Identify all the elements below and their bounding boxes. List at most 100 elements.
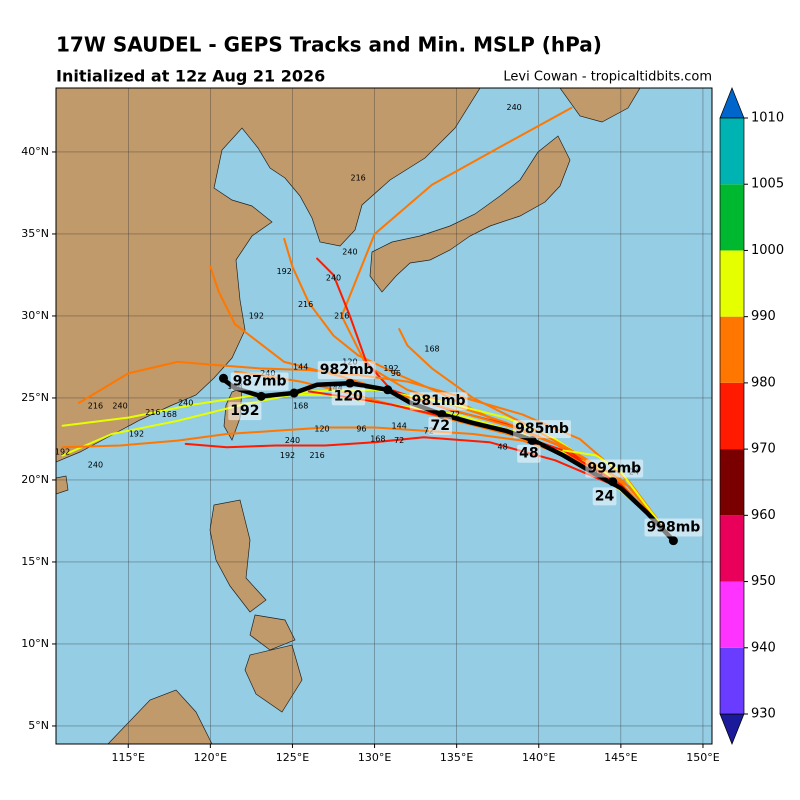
x-tick-label: 145°E xyxy=(604,751,637,764)
colorbar-under xyxy=(719,713,745,745)
colorbar-label: 970 xyxy=(751,442,776,457)
y-tick-label: 30°N xyxy=(21,309,49,322)
colorbar-bin xyxy=(720,316,744,383)
hour-label: 120 xyxy=(314,425,329,434)
x-tick-label: 115°E xyxy=(112,751,145,764)
annotation-box xyxy=(517,444,541,463)
hour-label: 168 xyxy=(424,344,439,353)
colorbar-label: 1010 xyxy=(751,111,784,126)
hour-label: 216 xyxy=(350,174,365,183)
hour-label: 144 xyxy=(293,362,308,371)
ensemble-track xyxy=(61,426,675,542)
hour-label: 240 xyxy=(506,103,521,112)
hour-label: 240 xyxy=(88,461,103,470)
mean-point xyxy=(608,477,618,487)
colorbar-label: 1005 xyxy=(751,177,784,192)
annotation: 992mb xyxy=(587,460,641,476)
mean-point xyxy=(345,378,355,388)
colorbar-label: 950 xyxy=(751,574,776,589)
annotation-box xyxy=(592,487,617,506)
y-tick-label: 5°N xyxy=(28,719,49,732)
hour-label: 240 xyxy=(39,434,54,443)
annotation: 982mb xyxy=(320,362,374,378)
annotation: 72 xyxy=(430,418,449,434)
chart-title: 17W SAUDEL - GEPS Tracks and Min. MSLP (… xyxy=(56,33,602,57)
annotation: 24 xyxy=(595,488,615,504)
labels: 2424484872727296961201201441441441681681… xyxy=(39,103,703,537)
hour-label: 216 xyxy=(88,402,103,411)
hour-label: 192 xyxy=(383,364,398,373)
annotation: 120 xyxy=(334,388,363,404)
colorbar-label: 940 xyxy=(751,640,776,655)
hour-label: 240 xyxy=(342,248,357,257)
x-tick-label: 120°E xyxy=(194,751,227,764)
annotation-box xyxy=(409,392,468,411)
colorbar-label: 990 xyxy=(751,309,776,324)
colorbar-bin xyxy=(720,515,744,582)
hour-label: 144 xyxy=(392,421,407,430)
colorbar-bin xyxy=(720,581,744,648)
hour-label: 216 xyxy=(145,408,160,417)
colorbar-label: 930 xyxy=(751,707,776,722)
hainan xyxy=(56,475,69,495)
mean-point xyxy=(437,409,447,419)
annotation-box xyxy=(317,361,376,380)
visayas xyxy=(249,614,296,651)
borneo xyxy=(107,689,213,744)
hour-label: 216 xyxy=(298,300,313,309)
annotation: 981mb xyxy=(412,393,466,409)
annotation-box xyxy=(585,459,644,478)
colorbar-bin xyxy=(720,118,744,185)
colorbar-bin xyxy=(720,184,744,251)
mean-point xyxy=(527,436,537,446)
mainland xyxy=(56,88,481,463)
hour-label: 192 xyxy=(280,451,295,460)
hour-label: 240 xyxy=(326,274,341,283)
annotation-box xyxy=(644,518,703,537)
hour-label: 168 xyxy=(370,434,385,443)
x-tick-label: 135°E xyxy=(440,751,473,764)
y-tick-label: 15°N xyxy=(21,555,49,568)
annotation-box xyxy=(228,402,262,421)
hour-label: 192 xyxy=(129,430,144,439)
japan xyxy=(369,135,571,293)
hour-label: 240 xyxy=(178,398,193,407)
mindanao xyxy=(244,644,303,713)
axes: 115°E 120°E 125°E 130°E 135°E 140°E 145°E 150°E… xyxy=(21,145,719,764)
hour-label: 216 xyxy=(334,311,349,320)
grid xyxy=(56,88,712,744)
annotation-box xyxy=(230,372,289,391)
hour-label: 192 xyxy=(55,448,70,457)
y-tick-label: 35°N xyxy=(21,227,49,240)
hour-label: 72 xyxy=(450,410,460,419)
y-tick-label: 10°N xyxy=(21,637,49,650)
x-tick-label: 125°E xyxy=(276,751,309,764)
hour-label: 216 xyxy=(309,451,324,460)
annotation-box xyxy=(513,420,571,439)
annotation-box xyxy=(331,387,366,406)
mean-point xyxy=(218,373,228,383)
colorbar-bin xyxy=(720,250,744,317)
hour-label: 168 xyxy=(293,402,308,411)
hour-label: 192 xyxy=(277,267,292,276)
annotation-box xyxy=(428,416,452,435)
colorbar-bin xyxy=(720,382,744,450)
hour-label: 48 xyxy=(498,443,508,452)
subtitle: Initialized at 12z Aug 21 2026 xyxy=(56,67,325,86)
y-tick-label: 25°N xyxy=(21,391,49,404)
land xyxy=(56,88,641,744)
x-tick-label: 150°E xyxy=(686,751,719,764)
colorbar-frame xyxy=(719,117,745,715)
hour-label: 240 xyxy=(112,402,127,411)
x-tick-label: 140°E xyxy=(522,751,555,764)
colorbar-bin xyxy=(720,647,744,714)
y-tick-label: 40°N xyxy=(21,145,49,158)
map: 2424484872727296961201201441441441681681… xyxy=(39,88,712,744)
hour-label: 72 xyxy=(394,436,404,445)
colorbar-label: 1000 xyxy=(751,243,784,258)
annotation: 48 xyxy=(519,446,538,462)
annotation: 998mb xyxy=(646,520,700,536)
mean-point xyxy=(256,391,266,401)
hour-label: 48 xyxy=(527,438,537,447)
